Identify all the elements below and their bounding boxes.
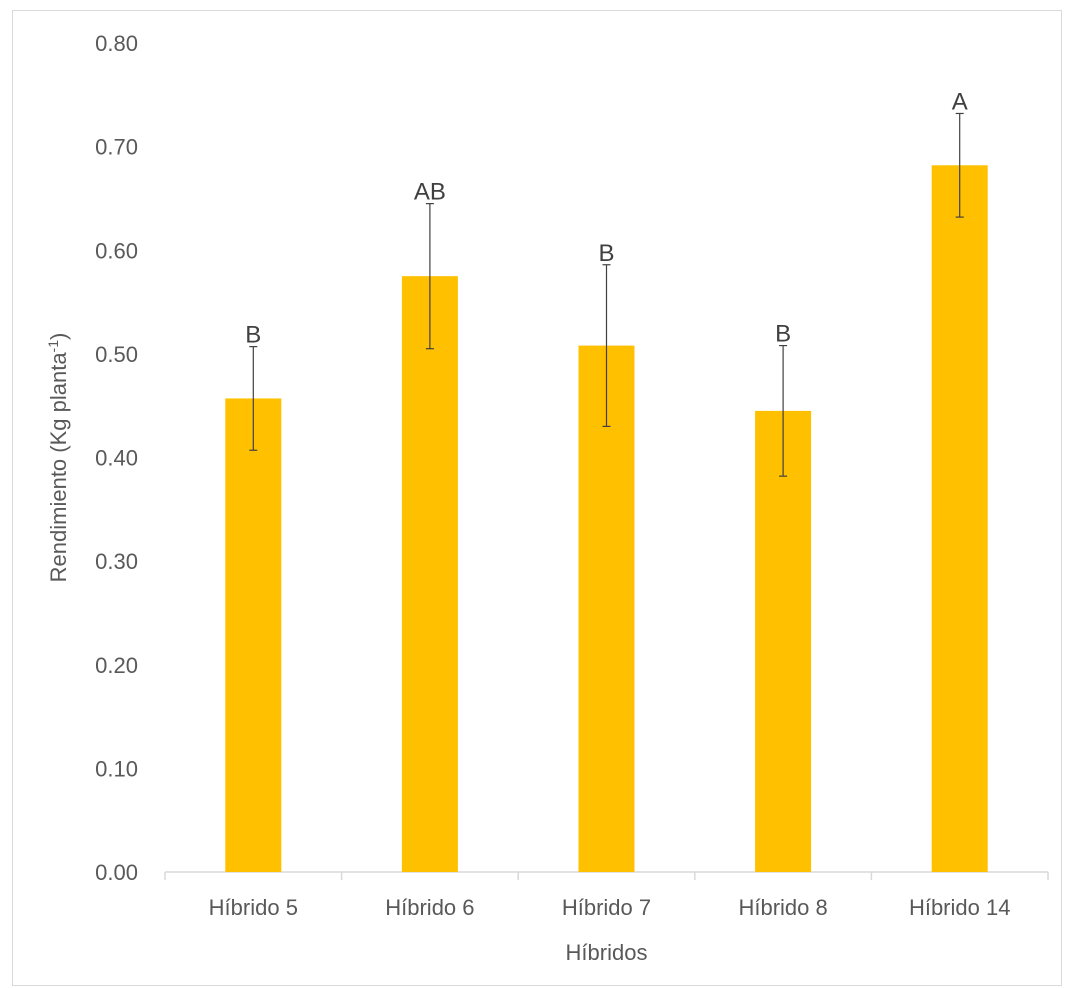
bars: [225, 165, 988, 873]
significance-label: B: [775, 321, 791, 348]
y-tick-label: 0.00: [95, 860, 138, 885]
y-tick-label: 0.30: [95, 549, 138, 574]
y-tick-label: 0.40: [95, 446, 138, 471]
significance-label: AB: [414, 179, 446, 206]
x-tick-labels: Híbrido 5 Híbrido 6 Híbrido 7 Híbrido 8 Híbr…: [209, 895, 1011, 920]
y-tick-label: 0.70: [95, 135, 138, 160]
y-tick-label: 0.50: [95, 342, 138, 367]
x-tick-label: Híbrido 5: [209, 895, 298, 920]
bar: [755, 410, 812, 872]
y-tick-label: 0.10: [95, 756, 138, 781]
error-bar: [955, 112, 964, 218]
y-axis-title-close: ): [46, 333, 71, 340]
y-tick-label: 0.20: [95, 653, 138, 678]
error-bar: [779, 344, 788, 477]
y-axis-title: Rendimiento (Kg planta-1): [45, 333, 71, 583]
error-bars: [249, 112, 964, 477]
x-axis-title: Híbridos: [566, 940, 648, 965]
bar: [931, 165, 988, 873]
error-bar: [602, 264, 611, 428]
x-axis-ticks: [164, 872, 1049, 880]
bar: [578, 345, 635, 873]
bar: [401, 276, 458, 872]
y-tick-label: 0.80: [95, 31, 138, 56]
y-axis-ticks: 0.00 0.10 0.20 0.30 0.40 0.50 0.60 0.70 0.80: [95, 31, 138, 885]
significance-label: A: [952, 88, 968, 115]
significance-labels: B AB B B A: [245, 88, 967, 348]
x-tick-label: Híbrido 7: [562, 895, 651, 920]
x-tick-label: Híbrido 6: [385, 895, 474, 920]
significance-label: B: [598, 240, 614, 267]
error-bar: [425, 203, 434, 350]
x-tick-label: Híbrido 8: [738, 895, 827, 920]
y-axis-title-main: Rendimiento (Kg planta: [46, 352, 71, 583]
y-axis-title-superscript: -1: [45, 340, 61, 353]
error-bar: [249, 346, 258, 451]
significance-label: B: [245, 322, 261, 349]
x-tick-label: Híbrido 14: [909, 895, 1011, 920]
bar: [225, 398, 282, 872]
chart-frame: [12, 10, 1062, 986]
y-tick-label: 0.60: [95, 238, 138, 263]
